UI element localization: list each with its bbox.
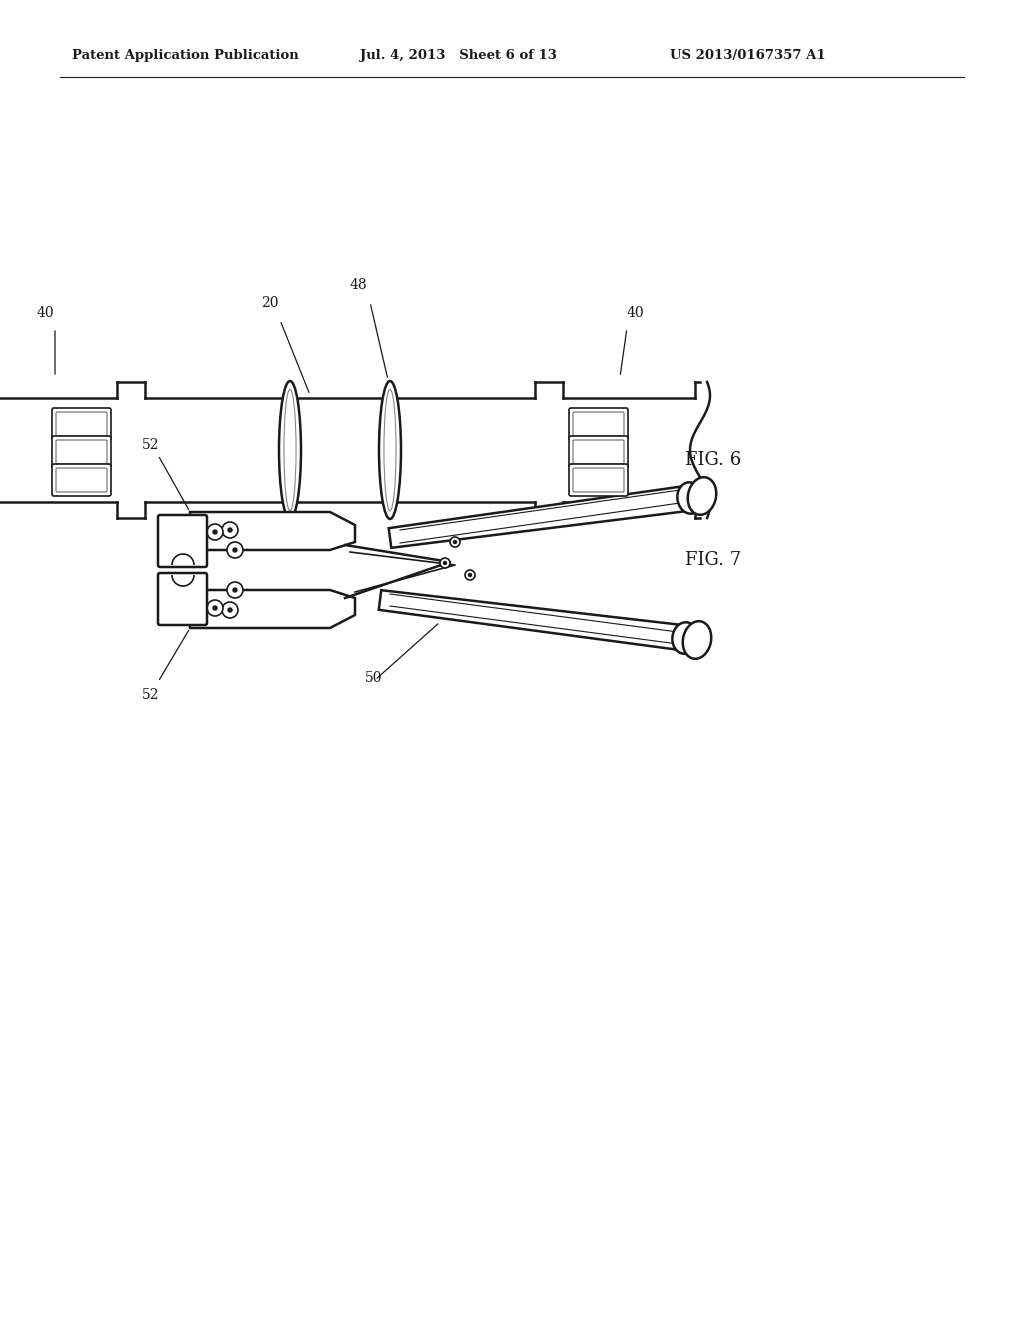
Ellipse shape <box>279 381 301 519</box>
Circle shape <box>222 521 238 539</box>
Ellipse shape <box>683 622 712 659</box>
FancyBboxPatch shape <box>569 465 628 496</box>
Circle shape <box>233 587 237 591</box>
FancyBboxPatch shape <box>569 436 628 469</box>
Text: US 2013/0167357 A1: US 2013/0167357 A1 <box>670 49 825 62</box>
Circle shape <box>213 531 217 535</box>
Text: 50: 50 <box>365 671 383 685</box>
Circle shape <box>454 540 457 544</box>
FancyBboxPatch shape <box>573 469 624 492</box>
Circle shape <box>465 570 475 579</box>
FancyBboxPatch shape <box>158 573 207 624</box>
Text: FIG. 6: FIG. 6 <box>685 451 741 469</box>
Circle shape <box>440 558 450 568</box>
Circle shape <box>228 609 232 612</box>
Text: 52: 52 <box>142 688 160 702</box>
Polygon shape <box>190 512 355 550</box>
FancyBboxPatch shape <box>56 469 106 492</box>
Circle shape <box>233 548 237 552</box>
Circle shape <box>227 543 243 558</box>
Text: 40: 40 <box>36 306 54 319</box>
Circle shape <box>443 561 446 565</box>
Ellipse shape <box>688 478 716 515</box>
Circle shape <box>213 606 217 610</box>
FancyBboxPatch shape <box>52 408 111 440</box>
Polygon shape <box>379 590 686 651</box>
FancyBboxPatch shape <box>573 412 624 436</box>
FancyBboxPatch shape <box>569 408 628 440</box>
Text: 48: 48 <box>349 279 367 292</box>
Circle shape <box>222 602 238 618</box>
Text: Jul. 4, 2013   Sheet 6 of 13: Jul. 4, 2013 Sheet 6 of 13 <box>360 49 557 62</box>
Circle shape <box>450 537 460 546</box>
Text: 52: 52 <box>142 438 160 451</box>
Circle shape <box>228 528 232 532</box>
Text: 40: 40 <box>627 306 644 319</box>
Polygon shape <box>389 486 691 548</box>
Text: 20: 20 <box>261 296 279 310</box>
FancyBboxPatch shape <box>56 440 106 465</box>
Ellipse shape <box>284 389 296 511</box>
FancyBboxPatch shape <box>52 436 111 469</box>
FancyBboxPatch shape <box>56 412 106 436</box>
Polygon shape <box>190 590 355 628</box>
FancyBboxPatch shape <box>573 440 624 465</box>
FancyBboxPatch shape <box>52 465 111 496</box>
Circle shape <box>469 573 471 577</box>
FancyBboxPatch shape <box>158 515 207 568</box>
Ellipse shape <box>384 389 396 511</box>
Circle shape <box>207 524 223 540</box>
Circle shape <box>207 601 223 616</box>
Ellipse shape <box>673 622 697 653</box>
Text: Patent Application Publication: Patent Application Publication <box>72 49 299 62</box>
Ellipse shape <box>677 482 702 513</box>
Circle shape <box>227 582 243 598</box>
Ellipse shape <box>379 381 401 519</box>
Text: FIG. 7: FIG. 7 <box>685 550 741 569</box>
